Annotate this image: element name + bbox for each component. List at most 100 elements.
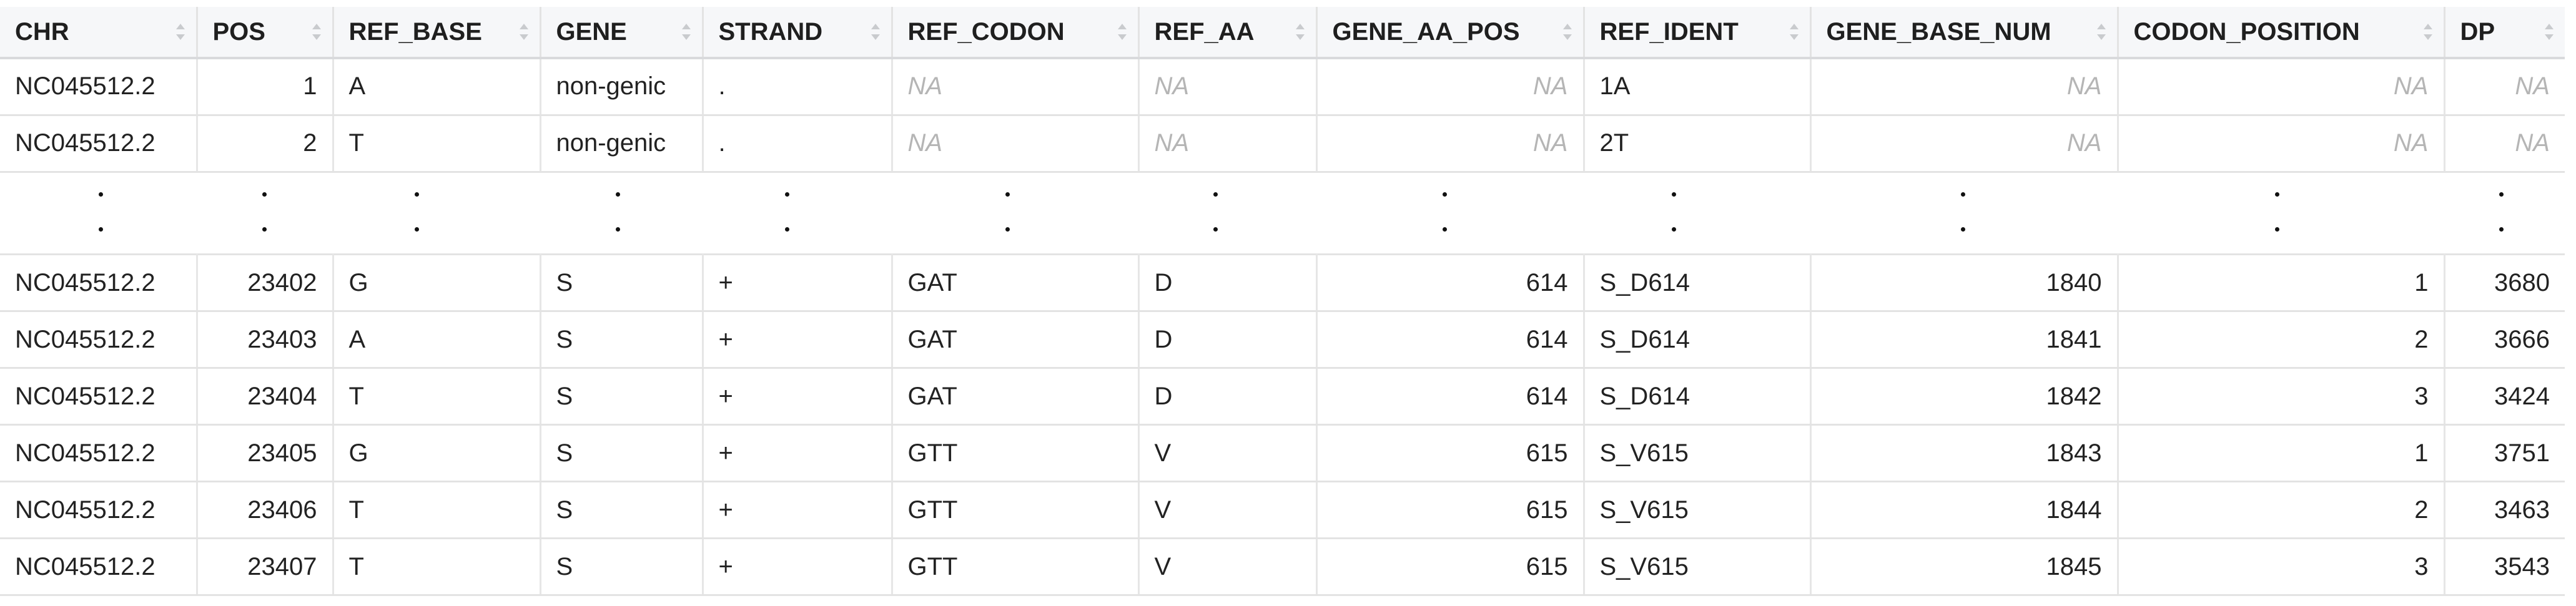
table-row[interactable]: NC045512.2 23407 T S + GTT V 615 S_V615 …	[0, 539, 2565, 595]
cell-strand: +	[703, 539, 892, 595]
sort-arrows-icon[interactable]	[2544, 22, 2555, 41]
cell-gene-base-num: 1843	[1810, 425, 2118, 482]
cell-gene: S	[540, 482, 703, 539]
cell-gene: non-genic	[540, 115, 703, 172]
ellipsis-dot	[1005, 192, 1010, 197]
cell-gene-aa-pos: NA	[1316, 58, 1584, 115]
cell-ref-aa: NA	[1138, 58, 1316, 115]
cell-chr: NC045512.2	[0, 482, 197, 539]
cell-dp: 3463	[2444, 482, 2565, 539]
cell-ref-codon: GAT	[892, 255, 1138, 311]
cell-dp: 3666	[2444, 311, 2565, 368]
cell-gene: S	[540, 425, 703, 482]
column-header-chr[interactable]: CHR	[0, 7, 197, 58]
ellipsis-dots-row	[0, 192, 2565, 211]
sort-arrows-icon[interactable]	[1117, 22, 1128, 41]
column-header-label: STRAND	[719, 18, 823, 46]
cell-ref-base: G	[333, 425, 540, 482]
column-header-pos[interactable]: POS	[197, 7, 333, 58]
ellipsis-dot	[2275, 227, 2279, 232]
table-row[interactable]: NC045512.2 23405 G S + GTT V 615 S_V615 …	[0, 425, 2565, 482]
column-header-label: POS	[213, 18, 265, 46]
cell-strand: +	[703, 255, 892, 311]
ellipsis-dot	[2499, 227, 2504, 232]
cell-codon-position: NA	[2118, 58, 2444, 115]
column-header-codon-position[interactable]: CODON_POSITION	[2118, 7, 2444, 58]
table-row[interactable]: NC045512.2 23404 T S + GAT D 614 S_D614 …	[0, 368, 2565, 425]
column-header-label: CODON_POSITION	[2134, 18, 2360, 46]
data-table-bottom: NC045512.2 23402 G S + GAT D 614 S_D614 …	[0, 253, 2565, 596]
ellipsis-dot	[1213, 192, 1218, 197]
cell-ref-aa: V	[1138, 425, 1316, 482]
ellipsis-dot	[262, 192, 267, 197]
cell-dp: 3424	[2444, 368, 2565, 425]
cell-codon-position: 3	[2118, 368, 2444, 425]
cell-ref-ident: 2T	[1584, 115, 1810, 172]
cell-gene-aa-pos: NA	[1316, 115, 1584, 172]
cell-ref-codon: NA	[892, 115, 1138, 172]
column-header-label: REF_CODON	[908, 18, 1065, 46]
cell-pos: 23402	[197, 255, 333, 311]
column-header-gene-base-num[interactable]: GENE_BASE_NUM	[1810, 7, 2118, 58]
sort-arrows-icon[interactable]	[1562, 22, 1573, 41]
ellipsis-dot	[2499, 192, 2504, 197]
table-row[interactable]: NC045512.2 23406 T S + GTT V 615 S_V615 …	[0, 482, 2565, 539]
cell-chr: NC045512.2	[0, 255, 197, 311]
cell-gene: S	[540, 539, 703, 595]
column-header-label: GENE_AA_POS	[1333, 18, 1520, 46]
sort-arrows-icon[interactable]	[518, 22, 530, 41]
sort-arrows-icon[interactable]	[681, 22, 692, 41]
column-header-dp[interactable]: DP	[2444, 7, 2565, 58]
column-header-ref-codon[interactable]: REF_CODON	[892, 7, 1138, 58]
column-header-ref-ident[interactable]: REF_IDENT	[1584, 7, 1810, 58]
ellipsis-dots-row	[0, 227, 2565, 246]
table-row[interactable]: NC045512.2 23402 G S + GAT D 614 S_D614 …	[0, 255, 2565, 311]
sort-arrows-icon[interactable]	[2096, 22, 2107, 41]
cell-ref-ident: S_V615	[1584, 425, 1810, 482]
cell-ref-base: T	[333, 115, 540, 172]
data-table-bottom-wrap: NC045512.2 23402 G S + GAT D 614 S_D614 …	[0, 253, 2565, 596]
cell-gene-base-num: 1844	[1810, 482, 2118, 539]
sort-arrows-icon[interactable]	[2422, 22, 2434, 41]
column-header-strand[interactable]: STRAND	[703, 7, 892, 58]
cell-pos: 23403	[197, 311, 333, 368]
cell-gene-aa-pos: 615	[1316, 482, 1584, 539]
cell-pos: 23405	[197, 425, 333, 482]
cell-strand: .	[703, 115, 892, 172]
column-header-label: REF_AA	[1155, 18, 1255, 46]
cell-dp: 3543	[2444, 539, 2565, 595]
ellipsis-dot	[1443, 192, 1447, 197]
sort-arrows-icon[interactable]	[175, 22, 186, 41]
cell-gene-aa-pos: 614	[1316, 311, 1584, 368]
ellipsis-dot	[415, 192, 419, 197]
cell-chr: NC045512.2	[0, 58, 197, 115]
sort-arrows-icon[interactable]	[870, 22, 881, 41]
cell-chr: NC045512.2	[0, 425, 197, 482]
ellipsis-dot	[1213, 227, 1218, 232]
cell-strand: +	[703, 368, 892, 425]
column-header-gene[interactable]: GENE	[540, 7, 703, 58]
cell-ref-ident: S_V615	[1584, 539, 1810, 595]
sort-arrows-icon[interactable]	[311, 22, 322, 41]
cell-gene-base-num: NA	[1810, 115, 2118, 172]
cell-strand: +	[703, 482, 892, 539]
cell-codon-position: NA	[2118, 115, 2444, 172]
table-row[interactable]: NC045512.2 2 T non-genic . NA NA NA 2T N…	[0, 115, 2565, 172]
column-header-ref-aa[interactable]: REF_AA	[1138, 7, 1316, 58]
column-header-label: CHR	[15, 18, 69, 46]
cell-gene: S	[540, 255, 703, 311]
cell-ref-codon: GAT	[892, 368, 1138, 425]
table-row[interactable]: NC045512.2 1 A non-genic . NA NA NA 1A N…	[0, 58, 2565, 115]
cell-ref-base: T	[333, 482, 540, 539]
cell-dp: 3680	[2444, 255, 2565, 311]
cell-chr: NC045512.2	[0, 368, 197, 425]
cell-gene-base-num: 1845	[1810, 539, 2118, 595]
column-header-gene-aa-pos[interactable]: GENE_AA_POS	[1316, 7, 1584, 58]
ellipsis-dot	[1961, 227, 1965, 232]
sort-arrows-icon[interactable]	[1789, 22, 1800, 41]
ellipsis-dot	[785, 227, 789, 232]
cell-ref-ident: S_V615	[1584, 482, 1810, 539]
column-header-ref-base[interactable]: REF_BASE	[333, 7, 540, 58]
table-row[interactable]: NC045512.2 23403 A S + GAT D 614 S_D614 …	[0, 311, 2565, 368]
sort-arrows-icon[interactable]	[1295, 22, 1306, 41]
